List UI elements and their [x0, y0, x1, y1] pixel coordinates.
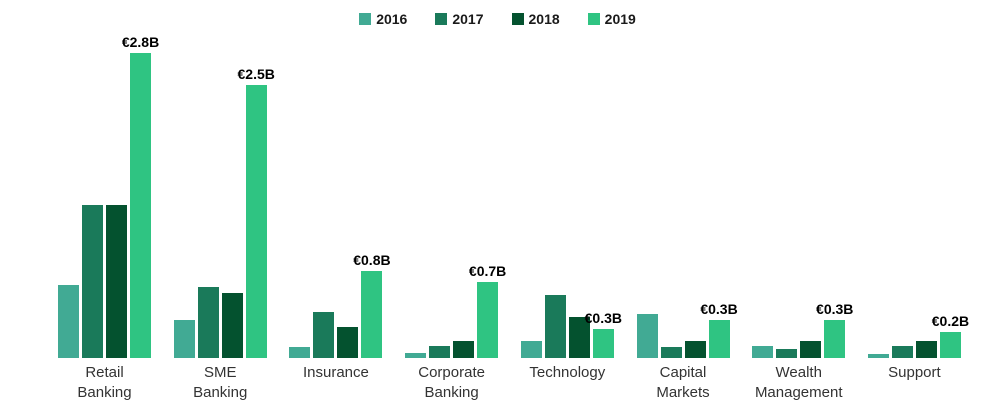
category-label: Insurance	[302, 364, 369, 381]
chart-legend: 2016 2017 2018 2019	[0, 11, 995, 27]
bar-2019: €0.3B	[816, 301, 853, 358]
legend-label: 2018	[528, 11, 560, 27]
bar-2018	[106, 205, 127, 358]
bar-2016	[520, 341, 542, 358]
bar-2019: €0.8B	[353, 252, 391, 358]
bar-2016	[636, 314, 658, 358]
bar-2017	[313, 312, 335, 358]
value-label: €0.3B	[816, 301, 854, 317]
legend-item-2019: 2019	[587, 11, 636, 27]
bar-2017	[891, 346, 913, 358]
value-label: €0.2B	[931, 313, 970, 329]
value-label: €0.3B	[700, 301, 738, 317]
bar-2018	[800, 341, 822, 358]
bar-2019: €0.2B	[932, 313, 969, 358]
bar-group: €0.3B Capital Markets	[636, 301, 738, 401]
legend-label: 2016	[376, 11, 408, 27]
value-label: €0.7B	[468, 263, 507, 279]
category-label: Retail Banking	[77, 364, 132, 401]
legend-swatch-icon	[587, 13, 600, 25]
bar-2018	[684, 341, 706, 358]
category-label: Wealth Management	[754, 364, 843, 401]
legend-label: 2019	[604, 11, 636, 27]
legend-item-2017: 2017	[435, 11, 484, 27]
bar-group: €0.8B Insurance	[289, 252, 391, 381]
bar-2018	[453, 341, 475, 358]
category-label: SME Banking	[193, 364, 248, 401]
bar-2016	[752, 346, 774, 358]
category-label: Capital Markets	[656, 364, 710, 401]
legend-swatch-icon	[511, 13, 524, 25]
legend-label: 2017	[452, 11, 484, 27]
bar-2019: €2.5B	[238, 66, 275, 358]
bar-2016	[867, 354, 889, 358]
bar-group: €0.3B Technology	[520, 295, 622, 381]
category-label: Technology	[529, 364, 606, 381]
bar-2019: €0.7B	[469, 263, 506, 358]
bar-2019: €0.3B	[700, 301, 738, 358]
legend-item-2018: 2018	[511, 11, 560, 27]
bar-2018	[221, 293, 243, 358]
value-label: €2.5B	[237, 66, 275, 82]
legend-swatch-icon	[435, 13, 448, 25]
value-label: €0.3B	[584, 310, 622, 326]
legend-item-2016: 2016	[359, 11, 407, 27]
bar-2018	[337, 327, 359, 358]
bar-2017	[82, 205, 103, 358]
bar-2017	[660, 347, 682, 358]
bar-2018	[915, 341, 937, 358]
bar-2019: €0.3B	[585, 310, 622, 358]
bar-group: €2.5B SME Banking	[173, 66, 275, 401]
bar-2016	[58, 285, 79, 358]
bar-group: €0.7B Corporate Banking	[405, 263, 506, 401]
bar-2017	[776, 349, 798, 358]
category-label: Support	[888, 364, 941, 381]
bar-group: €0.3B Wealth Management	[752, 301, 853, 401]
bar-2017	[197, 287, 219, 358]
bar-2016	[405, 353, 427, 358]
bar-2018	[568, 317, 590, 358]
chart-plot-area: €2.8B Retail Banking €2.5B SME Banking €0.8B In…	[58, 0, 969, 401]
bar-2017	[429, 346, 451, 358]
bar-2017	[544, 295, 566, 358]
legend-swatch-icon	[359, 13, 372, 25]
bar-2016	[289, 347, 311, 358]
category-label: Corporate Banking	[418, 364, 485, 401]
value-label: €2.8B	[121, 34, 160, 50]
bar-group: €2.8B Retail Banking	[58, 34, 159, 401]
bar-group: €0.2B Support	[867, 313, 969, 381]
bar-2019: €2.8B	[122, 34, 159, 358]
value-label: €0.8B	[353, 252, 391, 268]
bar-2016	[173, 320, 195, 358]
